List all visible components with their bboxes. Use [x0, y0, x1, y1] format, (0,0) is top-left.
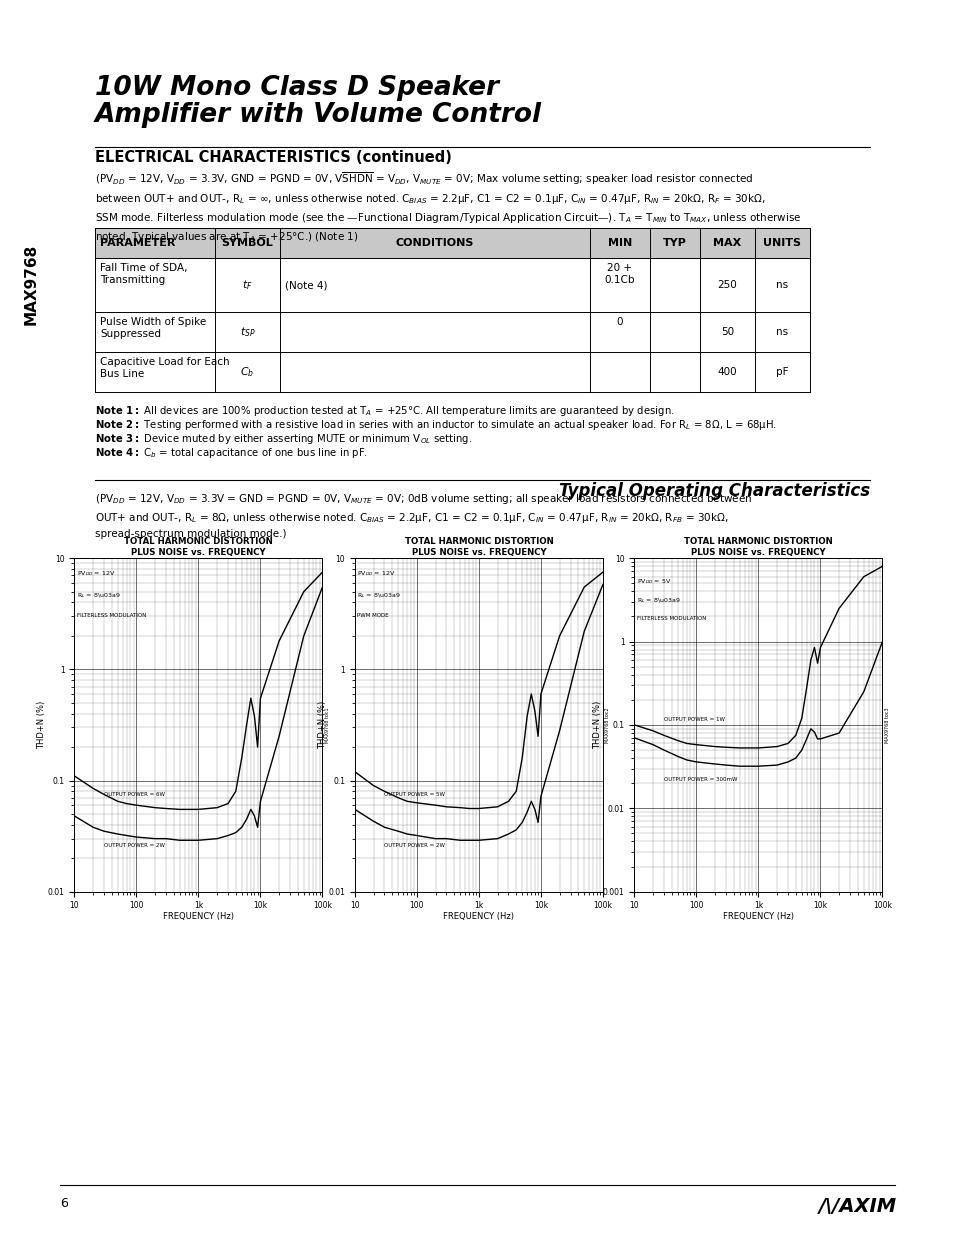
Text: (PV$_{DD}$ = 12V, V$_{DD}$ = 3.3V, GND = PGND = 0V, V$\overline{\mathsf{SHDN}}$ : (PV$_{DD}$ = 12V, V$_{DD}$ = 3.3V, GND =… — [95, 170, 801, 243]
Text: 6: 6 — [60, 1197, 68, 1210]
Text: CONDITIONS: CONDITIONS — [395, 238, 474, 248]
Text: MAX9768 toc1: MAX9768 toc1 — [325, 708, 330, 742]
Text: R$_L$ = 8\u03a9: R$_L$ = 8\u03a9 — [77, 592, 120, 600]
Text: t$_{SP}$: t$_{SP}$ — [239, 325, 255, 338]
Text: R$_L$ = 8\u03a9: R$_L$ = 8\u03a9 — [637, 597, 679, 605]
Text: OUTPUT POWER = 1W: OUTPUT POWER = 1W — [663, 718, 724, 722]
Title: TOTAL HARMONIC DISTORTION
PLUS NOISE vs. FREQUENCY: TOTAL HARMONIC DISTORTION PLUS NOISE vs.… — [404, 537, 553, 557]
Text: PARAMETER: PARAMETER — [100, 238, 175, 248]
Text: TYP: TYP — [662, 238, 686, 248]
Text: ns: ns — [776, 280, 788, 290]
Text: $\mathbf{Note\ 2:}$ Testing performed with a resistive load in series with an in: $\mathbf{Note\ 2:}$ Testing performed wi… — [95, 417, 777, 432]
Text: OUTPUT POWER = 5W: OUTPUT POWER = 5W — [384, 792, 445, 797]
Text: MAX9768: MAX9768 — [24, 243, 38, 325]
Text: 0: 0 — [616, 317, 622, 327]
X-axis label: FREQUENCY (Hz): FREQUENCY (Hz) — [443, 911, 514, 921]
Title: TOTAL HARMONIC DISTORTION
PLUS NOISE vs. FREQUENCY: TOTAL HARMONIC DISTORTION PLUS NOISE vs.… — [124, 537, 273, 557]
Text: $\mathbf{Note\ 3:}$ Device muted by either asserting MUTE or minimum V$_{OL}$ se: $\mathbf{Note\ 3:}$ Device muted by eith… — [95, 432, 472, 446]
Text: R$_L$ = 8\u03a9: R$_L$ = 8\u03a9 — [357, 592, 400, 600]
Text: PV$_{DD}$ = 12V: PV$_{DD}$ = 12V — [77, 569, 115, 578]
Text: FILTERLESS MODULATION: FILTERLESS MODULATION — [637, 616, 705, 621]
Text: 50: 50 — [720, 327, 733, 337]
Text: pF: pF — [776, 367, 788, 377]
Text: /\/AXIM: /\/AXIM — [818, 1197, 896, 1216]
Text: 20 +
0.1Cb: 20 + 0.1Cb — [604, 263, 635, 284]
Text: MAX: MAX — [713, 238, 740, 248]
Text: (PV$_{DD}$ = 12V, V$_{DD}$ = 3.3V = GND = PGND = 0V, V$_{MUTE}$ = 0V; 0dB volume: (PV$_{DD}$ = 12V, V$_{DD}$ = 3.3V = GND … — [95, 492, 752, 538]
Text: Capacitive Load for Each
Bus Line: Capacitive Load for Each Bus Line — [100, 357, 230, 379]
Text: FILTERLESS MODULATION: FILTERLESS MODULATION — [77, 614, 146, 619]
Text: (Note 4): (Note 4) — [285, 280, 327, 290]
Text: Amplifier with Volume Control: Amplifier with Volume Control — [95, 103, 541, 128]
Text: $\mathbf{Note\ 1:}$ All devices are 100% production tested at T$_A$ = +25°C. All: $\mathbf{Note\ 1:}$ All devices are 100%… — [95, 404, 674, 417]
Text: ELECTRICAL CHARACTERISTICS (continued): ELECTRICAL CHARACTERISTICS (continued) — [95, 149, 452, 165]
Text: Pulse Width of Spike
Suppressed: Pulse Width of Spike Suppressed — [100, 317, 206, 338]
Text: 400: 400 — [717, 367, 737, 377]
Y-axis label: THD+N (%): THD+N (%) — [317, 700, 327, 750]
Text: OUTPUT POWER = 6W: OUTPUT POWER = 6W — [104, 792, 165, 797]
Text: PV$_{DD}$ = 5V: PV$_{DD}$ = 5V — [637, 577, 671, 585]
X-axis label: FREQUENCY (Hz): FREQUENCY (Hz) — [163, 911, 233, 921]
Title: TOTAL HARMONIC DISTORTION
PLUS NOISE vs. FREQUENCY: TOTAL HARMONIC DISTORTION PLUS NOISE vs.… — [683, 537, 832, 557]
Text: MIN: MIN — [607, 238, 632, 248]
Text: C$_b$: C$_b$ — [240, 366, 254, 379]
Text: t$_F$: t$_F$ — [242, 278, 253, 291]
Text: MAX9768 toc3: MAX9768 toc3 — [884, 708, 889, 742]
Text: $\mathbf{Note\ 4:}$ C$_b$ = total capacitance of one bus line in pF.: $\mathbf{Note\ 4:}$ C$_b$ = total capaci… — [95, 446, 368, 459]
Text: PWM MODE: PWM MODE — [357, 614, 389, 619]
Text: SYMBOL: SYMBOL — [221, 238, 274, 248]
Text: PV$_{DD}$ = 12V: PV$_{DD}$ = 12V — [357, 569, 395, 578]
Y-axis label: THD+N (%): THD+N (%) — [592, 700, 601, 750]
Text: Typical Operating Characteristics: Typical Operating Characteristics — [558, 482, 869, 500]
Text: 250: 250 — [717, 280, 737, 290]
Text: MAX9768 toc2: MAX9768 toc2 — [605, 708, 610, 742]
Text: 10W Mono Class D Speaker: 10W Mono Class D Speaker — [95, 75, 498, 101]
Text: Fall Time of SDA,
Transmitting: Fall Time of SDA, Transmitting — [100, 263, 188, 284]
Text: OUTPUT POWER = 300mW: OUTPUT POWER = 300mW — [663, 777, 737, 782]
X-axis label: FREQUENCY (Hz): FREQUENCY (Hz) — [722, 911, 793, 921]
Text: UNITS: UNITS — [762, 238, 801, 248]
Text: OUTPUT POWER = 2W: OUTPUT POWER = 2W — [384, 844, 445, 848]
Y-axis label: THD+N (%): THD+N (%) — [37, 700, 47, 750]
Bar — [95, 228, 809, 258]
Text: OUTPUT POWER = 2W: OUTPUT POWER = 2W — [104, 844, 165, 848]
Text: ns: ns — [776, 327, 788, 337]
